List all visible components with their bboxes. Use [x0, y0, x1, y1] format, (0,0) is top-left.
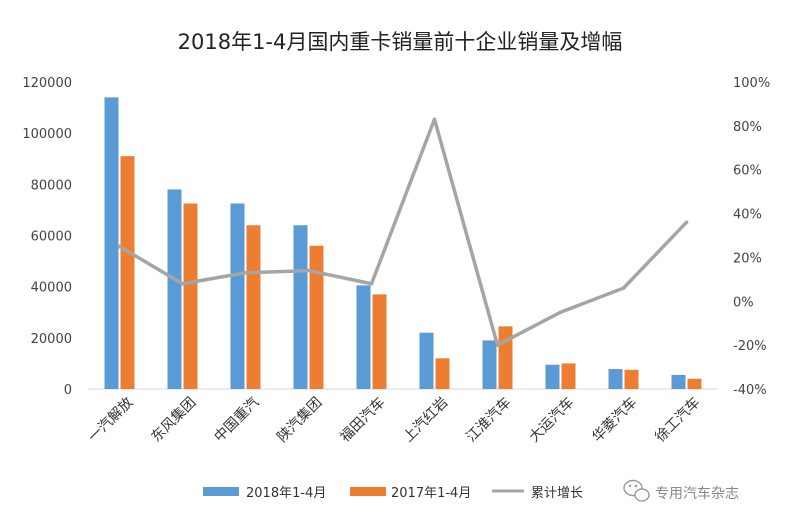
legend-label-2017: 2017年1-4月 — [391, 486, 471, 501]
growth-point — [369, 281, 374, 286]
right-tick-label: -40% — [733, 383, 767, 398]
left-tick-label: 80000 — [31, 178, 72, 193]
legend: 2018年1-4月 2017年1-4月 累计增长 — [203, 486, 583, 501]
growth-point — [495, 343, 500, 347]
growth-point — [243, 270, 248, 275]
bar-2017 — [120, 156, 135, 389]
legend-swatch-2018 — [203, 487, 239, 496]
bar-2017 — [183, 203, 198, 389]
wechat-icon — [623, 479, 650, 502]
growth-point — [558, 310, 563, 315]
left-tick-label: 0 — [64, 383, 72, 398]
bar-2017 — [498, 326, 513, 389]
bar-2017 — [624, 369, 639, 389]
bar-2018 — [482, 340, 497, 389]
legend-swatch-2017 — [350, 487, 386, 496]
bar-2017 — [309, 245, 324, 389]
bar-2017 — [687, 378, 702, 389]
watermark: 专用汽车杂志 — [623, 479, 739, 502]
bar-2017 — [246, 225, 261, 389]
right-tick-label: 60% — [733, 164, 762, 179]
bar-2017 — [372, 294, 387, 389]
bar-2018 — [293, 225, 308, 389]
growth-point — [180, 281, 185, 286]
growth-point — [432, 117, 437, 122]
right-tick-label: 40% — [733, 208, 762, 223]
right-tick-label: 100% — [733, 76, 770, 91]
bar-2018 — [104, 97, 119, 389]
right-tick-label: -20% — [733, 339, 767, 354]
bar-2018 — [230, 203, 245, 389]
left-tick-label: 100000 — [22, 127, 72, 142]
legend-label-2018: 2018年1-4月 — [246, 486, 326, 501]
left-tick-label: 120000 — [22, 76, 72, 91]
right-tick-label: 80% — [733, 120, 762, 135]
legend-label-growth: 累计增长 — [531, 486, 583, 501]
bar-2018 — [545, 364, 560, 389]
left-tick-label: 60000 — [31, 230, 72, 245]
growth-point — [684, 220, 689, 225]
bar-2018 — [167, 189, 182, 389]
growth-line-group — [117, 117, 689, 347]
left-tick-label: 20000 — [31, 332, 72, 347]
bar-2018 — [608, 369, 623, 389]
right-tick-label: 0% — [733, 295, 754, 310]
left-tick-label: 40000 — [31, 281, 72, 296]
chart-title: 2018年1-4月国内重卡销量前十企业销量及增幅 — [178, 30, 623, 54]
growth-point — [621, 286, 626, 290]
bar-2017 — [561, 363, 576, 389]
growth-line — [117, 117, 689, 347]
right-axis-ticks: -40% -20% 0% 20% 40% 60% 80% 100% — [733, 76, 770, 398]
growth-point — [306, 268, 311, 273]
right-tick-label: 20% — [733, 251, 762, 266]
left-axis-ticks: 0 20000 40000 60000 80000 100000 120000 — [22, 76, 72, 398]
bar-2018 — [356, 285, 371, 389]
bar-2018 — [671, 374, 686, 389]
growth-point — [117, 244, 122, 249]
watermark-text: 专用汽车杂志 — [655, 485, 739, 502]
bar-2017 — [435, 358, 450, 389]
bar-2018 — [419, 332, 434, 389]
